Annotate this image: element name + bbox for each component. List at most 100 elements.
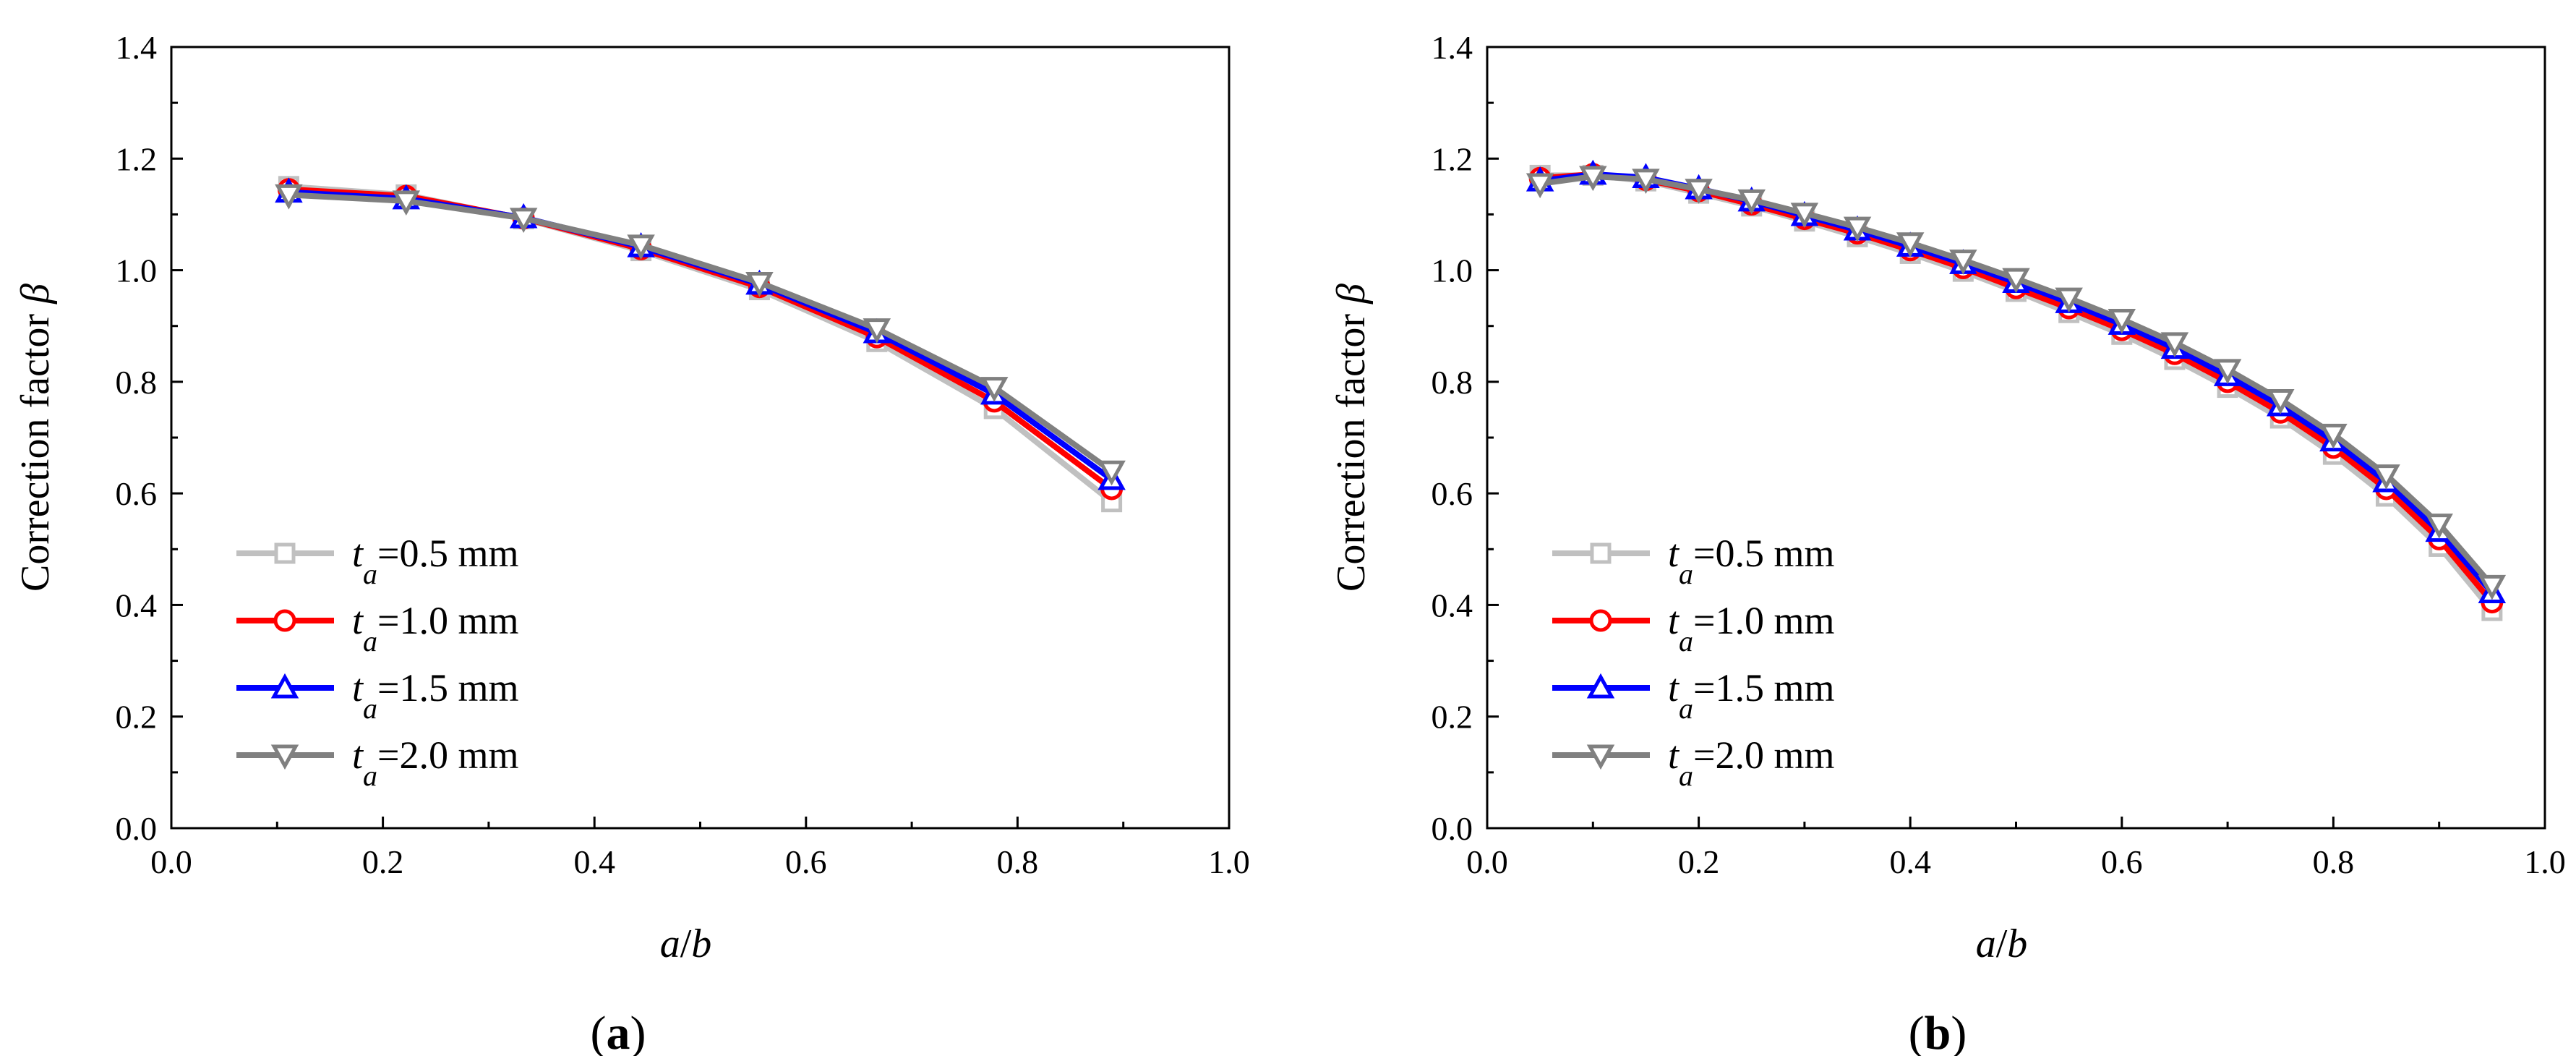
panel-label-letter: a (607, 1007, 630, 1056)
x-axis-label: a/b (660, 921, 712, 966)
panel-label-open: ( (591, 1007, 607, 1056)
legend-label-prefix: t (352, 532, 364, 575)
legend-marker-0 (274, 542, 296, 564)
y-axis-label-symbol: β (13, 284, 58, 305)
y-tick-label: 0.4 (1432, 587, 1473, 623)
x-tick-label: 0.6 (2101, 843, 2143, 880)
y-tick-label: 1.0 (116, 252, 158, 289)
legend-label-suffix: =0.5 mm (377, 532, 518, 575)
legend-label-sub: a (363, 558, 377, 590)
y-axis-label: Correction factor β (13, 284, 58, 592)
x-tick-label: 0.8 (997, 843, 1039, 880)
legend-label-3: ta=2.0 mm (352, 733, 518, 792)
data-point (745, 272, 774, 297)
legend-label-3: ta=2.0 mm (1668, 733, 1834, 792)
legend-label-prefix: t (1668, 666, 1680, 710)
legend-label-prefix: t (1668, 532, 1680, 575)
data-point (1526, 173, 1554, 199)
legend-label-sub: a (1679, 759, 1693, 792)
data-point (1097, 460, 1126, 486)
y-axis-label: Correction factor β (1329, 284, 1374, 592)
x-axis-label-sep: / (680, 921, 692, 966)
legend-label-0: ta=0.5 mm (1668, 532, 1834, 590)
x-tick-label: 1.0 (1208, 843, 1250, 880)
legend-label-suffix: =1.5 mm (377, 666, 518, 710)
legend-marker-2 (1586, 673, 1615, 699)
series-0 (278, 176, 1123, 513)
data-point (1843, 216, 1872, 242)
legend-label-suffix: =1.0 mm (1693, 599, 1834, 642)
plot-frame (170, 46, 1231, 830)
y-tick-label: 0.2 (116, 699, 158, 736)
data-point (863, 318, 891, 344)
data-point (2108, 308, 2136, 334)
chart-panel-a: 0.0 0.2 0.4 0.6 0.8 1.0 0.0 0.2 0.4 0.6 0.8 1.0 1.2 1… (13, 29, 1250, 1056)
y-tick-label: 0.8 (1432, 364, 1473, 401)
data-point (1685, 179, 1713, 204)
legend-marker-3 (270, 744, 299, 770)
x-axis-label-num: a (660, 921, 680, 966)
y-tick-label: 1.0 (1432, 252, 1473, 289)
panel-label-b: (b) (1909, 1007, 1967, 1056)
y-tick-label: 1.2 (116, 140, 158, 177)
data-point (1896, 232, 1925, 257)
legend-label-sub: a (1679, 558, 1693, 590)
data-point (275, 184, 303, 210)
data-point (1790, 203, 1819, 229)
x-tick-label: 0.0 (1466, 843, 1508, 880)
series-2 (275, 177, 1126, 490)
panel-label-close: ) (630, 1007, 646, 1056)
legend-label-1: ta=1.0 mm (352, 599, 518, 657)
series-line-3 (288, 192, 1113, 474)
x-tick-label: 0.0 (150, 843, 192, 880)
y-tick-label: 1.2 (1432, 140, 1473, 177)
series-line-1 (288, 186, 1113, 492)
legend-marker-1 (1589, 609, 1612, 632)
series-line-0 (1540, 172, 2494, 613)
legend-label-0: ta=0.5 mm (352, 532, 518, 590)
x-axis-label-num: a (1976, 921, 1996, 966)
series-line-3 (1539, 173, 2494, 588)
y-axis-label-text: Correction factor (1329, 304, 1374, 592)
panel-label-close: ) (1951, 1007, 1967, 1056)
data-point (2478, 574, 2507, 600)
legend-label-prefix: t (352, 599, 364, 642)
panel-label-open: ( (1909, 1007, 1925, 1056)
chart-panel-b: 0.0 0.2 0.4 0.6 0.8 1.0 0.0 0.2 0.4 0.6 0.8 1.0 1.2 1… (1329, 29, 2566, 1056)
data-point (2002, 268, 2030, 294)
series-3 (275, 184, 1126, 486)
legend-label-1: ta=1.0 mm (1668, 599, 1834, 657)
legend-label-sub: a (1679, 625, 1693, 657)
data-point (509, 208, 538, 233)
series-1 (277, 178, 1124, 501)
legend-label-suffix: =0.5 mm (1693, 532, 1834, 575)
legend-label-prefix: t (352, 733, 364, 777)
legend-label-2: ta=1.5 mm (352, 666, 518, 725)
y-tick-label: 0.0 (1432, 810, 1473, 847)
legend-label-prefix: t (1668, 733, 1680, 777)
legend-label-sub: a (363, 692, 377, 725)
legend-marker-2 (270, 673, 299, 699)
legend-label-suffix: =2.0 mm (377, 733, 518, 777)
data-point (1632, 169, 1660, 194)
legend-label-suffix: =2.0 mm (1693, 733, 1834, 777)
y-tick-label: 0.0 (116, 810, 158, 847)
legend-label-sub: a (1679, 692, 1693, 725)
x-axis-label: a/b (1976, 921, 2028, 966)
x-tick-label: 0.6 (785, 843, 827, 880)
x-tick-label: 0.8 (2313, 843, 2355, 880)
y-tick-label: 0.6 (116, 475, 158, 512)
series-3 (1526, 166, 2507, 600)
legend-label-sub: a (363, 625, 377, 657)
legend-label-suffix: =1.5 mm (1693, 666, 1834, 710)
y-tick-label: 1.4 (1432, 29, 1473, 66)
legend-label-2: ta=1.5 mm (1668, 666, 1834, 725)
data-point (2267, 389, 2295, 414)
panel-label-a: (a) (591, 1007, 646, 1056)
legend-label-prefix: t (1668, 599, 1680, 642)
data-point (1579, 166, 1607, 192)
data-point (1949, 250, 1977, 275)
x-axis-label-sep: / (1996, 921, 2008, 966)
